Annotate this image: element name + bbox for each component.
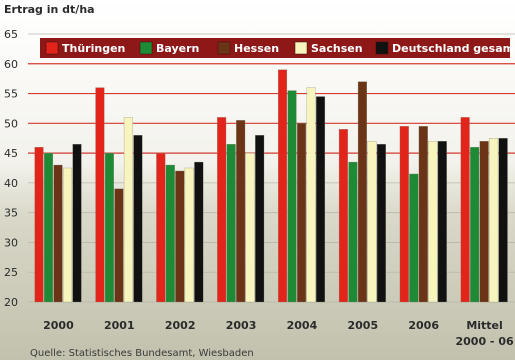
bar [95,87,105,303]
y-tick-label: 55 [4,88,18,101]
legend: Thüringen Bayern Hessen Sachsen Deutschland … [40,38,515,58]
legend-swatch [139,41,153,55]
bar [316,96,326,303]
bar [165,164,175,303]
legend-label: Bayern [156,42,199,55]
y-tick-label: 45 [4,147,18,160]
bar [409,173,419,303]
x-category-label: 2000 - 06 [455,335,513,348]
x-category-label: 2000 [43,319,74,332]
y-axis-label: Ertrag in dt/ha [4,3,95,16]
x-category-label: 2002 [165,319,196,332]
bar [376,144,386,303]
legend-swatch [375,41,389,55]
y-tick-label: 30 [4,236,18,249]
y-tick-label: 60 [4,58,18,71]
bar [479,141,489,303]
bar [226,144,236,303]
bar [133,135,143,303]
bar [460,117,470,303]
legend-swatch [217,41,231,55]
bar [245,152,255,303]
bar [72,144,82,303]
bar [437,141,447,303]
legend-label: Deutschland gesamt [392,42,515,55]
legend-label: Hessen [234,42,279,55]
bar [53,164,63,303]
bar [418,126,428,303]
bar [34,147,44,303]
y-axis-ticks: 20 25 30 35 40 45 50 55 60 65 [4,28,18,309]
bar [428,141,438,303]
y-tick-label: 40 [4,177,18,190]
x-category-label: 2004 [287,319,318,332]
bar [63,167,73,303]
bar [236,120,246,303]
x-category-label: 2005 [348,319,379,332]
bar [44,152,54,303]
x-axis-categories: 2000 2001 2002 2003 2004 2005 2006 Mittel 2000 -… [43,319,514,348]
bar [255,135,265,303]
bar [156,152,166,303]
legend-swatch [294,41,308,55]
legend-swatch [45,41,59,55]
y-tick-label: 20 [4,296,18,309]
bar [357,81,367,303]
bar [104,152,114,303]
bar [489,138,499,303]
bar [348,161,358,303]
bars [34,69,508,303]
y-tick-label: 50 [4,117,18,130]
bar [399,126,409,303]
bar [217,117,227,303]
source-note: Quelle: Statistisches Bundesamt, Wiesbad… [30,348,254,359]
bar [338,129,348,303]
bar [184,167,194,303]
x-category-label: 2003 [226,319,257,332]
bar [114,188,124,303]
x-category-label: 2001 [104,319,135,332]
y-tick-label: 65 [4,28,18,41]
bar [306,87,316,303]
x-category-label: 2006 [408,319,439,332]
legend-label: Sachsen [311,42,363,55]
y-tick-label: 25 [4,266,18,279]
bar [278,69,288,303]
bar [297,123,307,303]
bar [287,90,297,303]
legend-label: Thüringen [62,42,125,55]
bar [498,138,508,303]
bar [470,147,480,303]
y-tick-label: 35 [4,207,18,220]
bar [367,141,377,303]
x-category-label: Mittel [466,319,502,332]
bar [194,161,204,303]
bar [123,117,133,303]
legend-background [40,38,510,58]
bar [175,170,185,303]
